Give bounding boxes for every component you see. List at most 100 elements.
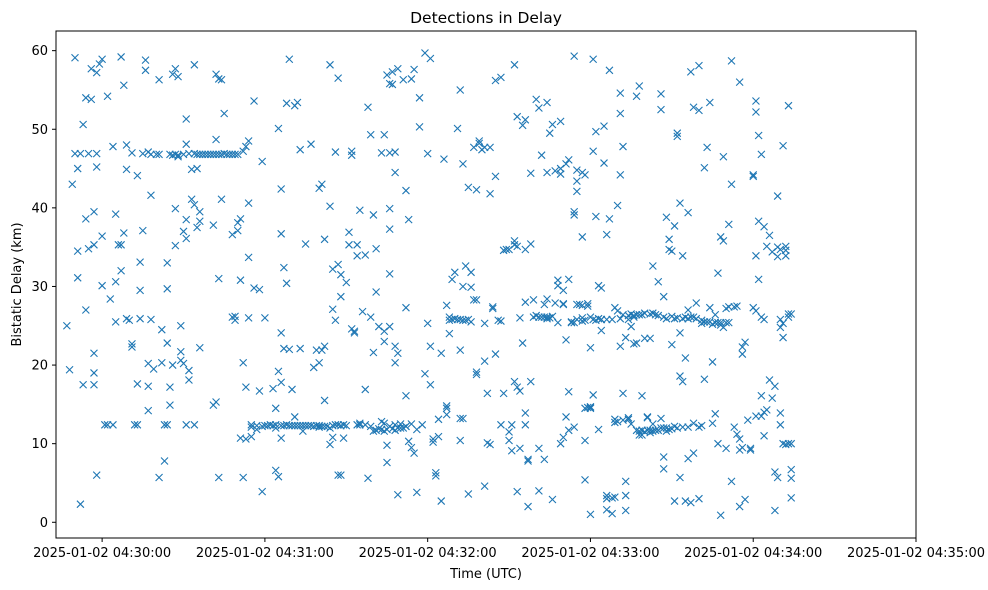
data-point [464, 490, 473, 498]
data-point [448, 275, 456, 284]
data-point [274, 367, 283, 376]
data-point [773, 192, 782, 200]
data-point [686, 313, 695, 322]
data-point [350, 328, 359, 337]
data-point [92, 471, 101, 480]
data-point [244, 199, 253, 208]
data-point [491, 350, 500, 358]
data-point [402, 186, 410, 195]
data-point [383, 458, 391, 467]
data-point [765, 231, 774, 240]
data-point [480, 319, 489, 328]
data-point [288, 385, 296, 394]
data-point [559, 433, 568, 442]
data-point [787, 439, 796, 448]
data-point [616, 109, 625, 118]
data-point [779, 333, 787, 342]
data-point [771, 506, 779, 515]
data-point [467, 317, 475, 326]
data-point [746, 446, 755, 454]
data-point [600, 122, 608, 131]
data-point [673, 129, 682, 138]
data-point [364, 103, 372, 112]
data-point [692, 299, 701, 307]
data-point [366, 313, 375, 322]
data-point [581, 316, 589, 325]
data-point [79, 380, 88, 389]
data-point [613, 306, 622, 315]
data-point [334, 74, 343, 83]
data-point [157, 358, 166, 367]
data-point [516, 387, 524, 395]
data-point [605, 66, 614, 75]
data-point [339, 420, 348, 429]
data-point [716, 511, 725, 520]
data-point [518, 339, 527, 347]
y-tick-label: 50 [31, 123, 48, 138]
data-point [388, 67, 397, 76]
data-point [76, 500, 85, 509]
data-point [735, 78, 744, 86]
data-point [591, 127, 600, 136]
data-point [182, 420, 191, 429]
data-point [678, 251, 687, 260]
data-point [385, 322, 394, 331]
data-point [624, 315, 633, 324]
data-point [456, 414, 465, 423]
data-point [469, 143, 478, 152]
data-point [583, 299, 592, 308]
data-point [486, 440, 494, 449]
data-point [274, 124, 283, 133]
data-point [426, 54, 435, 63]
y-tick-label: 30 [31, 280, 48, 295]
data-point [787, 465, 796, 474]
data-point [667, 340, 676, 349]
data-point [242, 435, 250, 443]
data-point [760, 431, 768, 440]
data-point [231, 316, 239, 325]
data-point [545, 129, 554, 138]
data-point [521, 409, 530, 417]
data-point [138, 149, 147, 158]
data-point [526, 377, 535, 386]
data-point [255, 285, 264, 294]
data-point [610, 493, 619, 502]
data-point [182, 115, 191, 123]
data-point [589, 391, 598, 399]
data-point [594, 425, 603, 434]
data-point [214, 473, 223, 482]
data-point [410, 449, 418, 457]
data-point [92, 68, 101, 77]
data-point [518, 121, 527, 130]
data-point [643, 413, 652, 421]
data-point [418, 420, 427, 429]
data-point [589, 147, 598, 156]
data-point [583, 302, 592, 311]
data-point [209, 221, 218, 230]
data-point [136, 258, 144, 266]
data-point [597, 326, 606, 335]
data-point [399, 75, 408, 84]
data-point [497, 317, 505, 325]
data-point [277, 434, 286, 443]
data-point [171, 241, 180, 250]
data-point [676, 372, 684, 380]
data-point [111, 317, 120, 326]
data-point [602, 491, 611, 500]
data-point [290, 413, 299, 421]
data-point [182, 234, 191, 243]
data-point [320, 342, 329, 351]
data-point [673, 132, 682, 141]
data-point [727, 180, 736, 189]
data-point [486, 189, 494, 198]
data-point [564, 156, 573, 164]
data-point [695, 106, 703, 115]
data-point [521, 298, 530, 307]
data-point [317, 346, 326, 355]
data-point [648, 420, 657, 428]
data-point [277, 378, 286, 387]
data-point [524, 457, 532, 465]
data-point [212, 398, 220, 406]
data-point [486, 143, 494, 152]
